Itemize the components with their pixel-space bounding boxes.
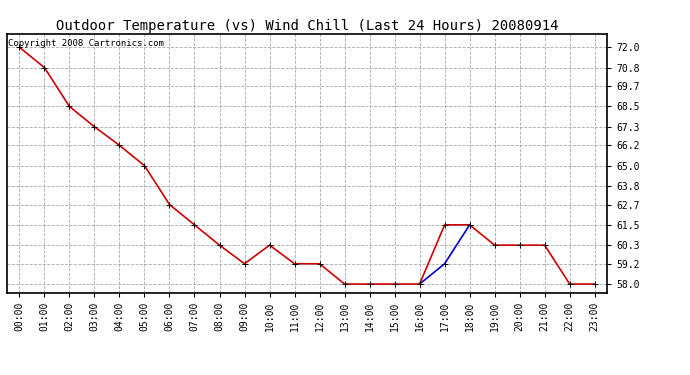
Title: Outdoor Temperature (vs) Wind Chill (Last 24 Hours) 20080914: Outdoor Temperature (vs) Wind Chill (Las… — [56, 19, 558, 33]
Text: Copyright 2008 Cartronics.com: Copyright 2008 Cartronics.com — [8, 39, 164, 48]
